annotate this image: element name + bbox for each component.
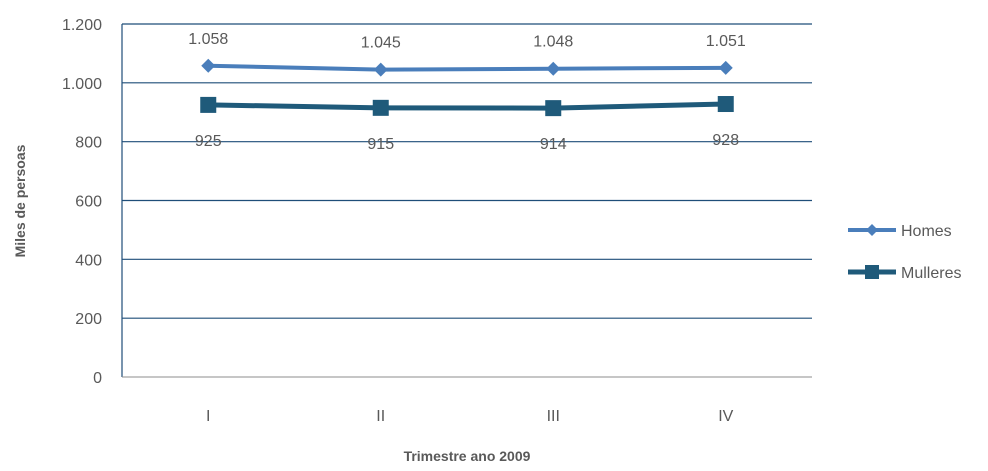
x-axis-title: Trimestre ano 2009 xyxy=(404,448,531,464)
data-point xyxy=(545,100,562,117)
data-point xyxy=(201,58,216,73)
data-point xyxy=(373,62,388,77)
y-tick-label: 1.200 xyxy=(62,17,102,34)
legend: Homes Mulleres xyxy=(848,223,961,282)
data-point xyxy=(546,61,561,76)
series-line-mulleres xyxy=(208,101,726,111)
data-label: 1.051 xyxy=(706,33,746,50)
data-label: 928 xyxy=(712,132,739,149)
data-label: 914 xyxy=(540,136,567,153)
data-point xyxy=(718,60,733,75)
x-tick-label: II xyxy=(376,408,385,425)
data-label: 915 xyxy=(367,136,394,153)
legend-marker xyxy=(865,265,879,279)
data-point xyxy=(717,96,734,113)
x-tick-label: I xyxy=(206,408,210,425)
data-point xyxy=(372,99,389,116)
y-tick-label: 200 xyxy=(75,311,102,328)
legend-marker xyxy=(866,224,878,236)
y-tick-label: 400 xyxy=(75,252,102,269)
gridlines xyxy=(122,23,812,319)
x-axis-ticks: I II III IV xyxy=(206,408,734,425)
data-label: 1.058 xyxy=(188,31,228,48)
y-tick-label: 800 xyxy=(75,135,102,152)
data-label: 925 xyxy=(195,133,222,150)
data-point xyxy=(200,96,217,113)
series-line-homes xyxy=(208,63,726,72)
y-axis-ticks: 0 200 400 600 800 1.000 1.200 xyxy=(62,17,102,387)
x-tick-label: III xyxy=(547,408,560,425)
data-labels: 1.058 1.045 1.048 1.051 925 915 914 928 xyxy=(188,31,746,153)
legend-label: Homes xyxy=(901,223,952,240)
y-tick-label: 0 xyxy=(93,370,102,387)
y-tick-label: 600 xyxy=(75,194,102,211)
series-layer xyxy=(200,58,734,117)
y-tick-label: 1.000 xyxy=(62,76,102,93)
x-tick-label: IV xyxy=(718,408,733,425)
data-label: 1.045 xyxy=(361,35,401,52)
y-axis-title: Miles de persoas xyxy=(12,144,28,257)
legend-label: Mulleres xyxy=(901,265,961,282)
data-label: 1.048 xyxy=(533,34,573,51)
